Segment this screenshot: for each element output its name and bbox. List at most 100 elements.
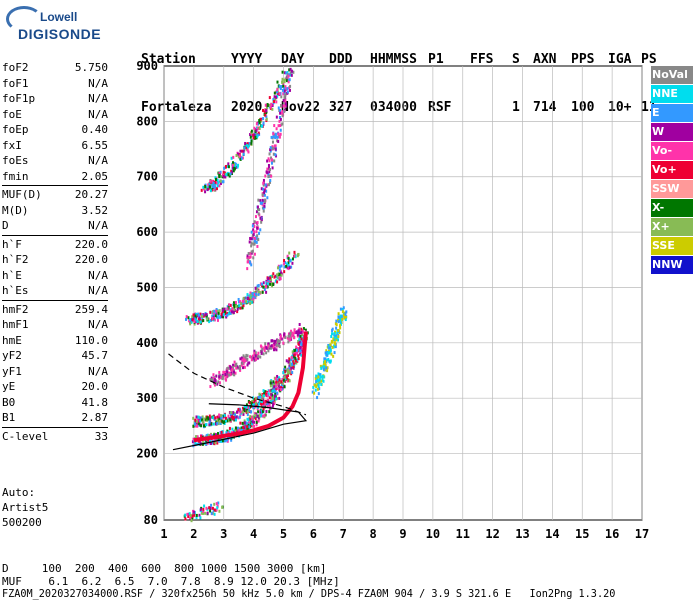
legend-entry: SSE	[651, 237, 693, 255]
param-row: MUF(D) 20.27	[2, 187, 108, 203]
param-value: N/A	[88, 284, 108, 297]
param-row: yE 20.0	[2, 379, 108, 395]
x-tick-label: 6	[310, 527, 317, 541]
logo-swoosh-icon	[6, 6, 42, 32]
parameter-panel: foF2 5.750 foF1 N/A foF1p N/A foE N/A foEp 0.40 fx…	[2, 60, 108, 444]
legend-entry: W	[651, 123, 693, 141]
param-value: 259.4	[74, 302, 108, 316]
param-label: C-level	[2, 429, 49, 443]
legend-entry: NNE	[651, 85, 693, 103]
x-tick-label: 11	[456, 527, 470, 541]
autoscaling-info: Auto: Artist5 500200	[2, 485, 48, 530]
param-value: 6.55	[81, 138, 109, 152]
param-label: h`F	[2, 237, 22, 251]
param-label: foF1	[2, 76, 29, 90]
x-tick-label: 7	[340, 527, 347, 541]
param-value: N/A	[88, 154, 108, 167]
param-row: foF1 N/A	[2, 76, 108, 92]
param-value: 220.0	[74, 253, 108, 266]
param-value: 20.27	[74, 188, 108, 201]
param-separator	[2, 426, 108, 428]
legend-entry: NoVal	[651, 66, 693, 84]
param-label: h`Es	[2, 284, 29, 297]
y-tick-label: 80	[144, 513, 158, 527]
auto-line: 500200	[2, 516, 42, 529]
x-tick-label: 1	[160, 527, 167, 541]
header-cell: FFS	[470, 52, 494, 67]
param-value: N/A	[88, 364, 108, 378]
y-tick-label: 400	[136, 336, 158, 350]
y-tick-label: 200	[136, 447, 158, 461]
param-value: 33	[94, 429, 108, 443]
param-row: B1 2.87	[2, 410, 108, 426]
y-tick-label: 300	[136, 391, 158, 405]
muf-row: MUF 6.1 6.2 6.5 7.0 7.8 8.9 12.0 20.3 [M…	[2, 575, 340, 588]
param-label: h`E	[2, 268, 22, 282]
logo-line2: DIGISONDE	[18, 26, 102, 42]
param-value: N/A	[88, 268, 108, 282]
logo-line1: Lowell	[40, 10, 78, 24]
legend-entry: E	[651, 104, 693, 122]
x-tick-label: 12	[485, 527, 499, 541]
param-row: foF1p N/A	[2, 91, 108, 107]
param-row: h`Es N/A	[2, 283, 108, 299]
param-row: D N/A	[2, 218, 108, 234]
param-value: 0.40	[81, 123, 109, 136]
x-tick-label: 5	[280, 527, 287, 541]
header-cell: PS	[641, 52, 657, 67]
y-tick-label: 600	[136, 225, 158, 239]
param-label: foF1p	[2, 92, 36, 105]
header-cell: P1	[428, 52, 444, 67]
y-tick-label: 800	[136, 114, 158, 128]
param-label: fxI	[2, 138, 22, 152]
x-tick-label: 2	[190, 527, 197, 541]
header-cell: RSF	[428, 100, 452, 115]
param-label: B0	[2, 395, 16, 409]
param-value: 2.87	[81, 411, 109, 424]
param-label: foE	[2, 107, 22, 121]
param-row: foE N/A	[2, 107, 108, 123]
param-value: N/A	[88, 76, 108, 90]
param-row: yF2 45.7	[2, 348, 108, 364]
header-cell: PPS	[571, 52, 595, 67]
x-tick-label: 17	[635, 527, 649, 541]
x-tick-label: 15	[575, 527, 589, 541]
header-cell: 714	[533, 100, 557, 115]
topside-extrapolation-line	[168, 353, 307, 416]
header-cell: 100	[571, 100, 595, 115]
digisonde-logo: Lowell DIGISONDE	[4, 4, 104, 44]
param-label: fmin	[2, 169, 29, 183]
param-separator	[2, 234, 108, 236]
param-row: hmF2 259.4	[2, 302, 108, 318]
param-value: 110.0	[74, 333, 108, 347]
param-separator	[2, 299, 108, 301]
y-tick-label: 900	[136, 59, 158, 73]
header-cell: DDD	[329, 52, 353, 67]
param-label: hmF2	[2, 302, 29, 316]
auto-line: Auto:	[2, 486, 36, 499]
legend-entry: Vo-	[651, 142, 693, 160]
x-tick-label: 8	[370, 527, 377, 541]
param-value: N/A	[88, 107, 108, 121]
param-value: 5.750	[74, 61, 108, 74]
legend-entry: NNW	[651, 256, 693, 274]
param-label: h`F2	[2, 253, 29, 266]
header-cell: 10+	[608, 100, 632, 115]
param-label: yF2	[2, 349, 22, 362]
param-label: yF1	[2, 364, 22, 378]
param-row: hmF1 N/A	[2, 317, 108, 333]
edp-profile-line	[172, 403, 308, 451]
o-trace-line	[193, 331, 308, 443]
header-cell: Nov22	[281, 100, 321, 115]
param-label: hmE	[2, 333, 22, 347]
param-row: hmE 110.0	[2, 333, 108, 349]
param-value: 41.8	[81, 395, 109, 409]
legend-entry: X-	[651, 199, 693, 217]
y-tick-label: 500	[136, 280, 158, 294]
param-separator	[2, 185, 108, 186]
distance-row: D 100 200 400 600 800 1000 1500 3000 [km…	[2, 562, 327, 575]
y-tick-label: 700	[136, 170, 158, 184]
param-row: C-level 33	[2, 429, 108, 445]
x-tick-label: 3	[220, 527, 227, 541]
header-cell: 034000	[370, 100, 417, 115]
